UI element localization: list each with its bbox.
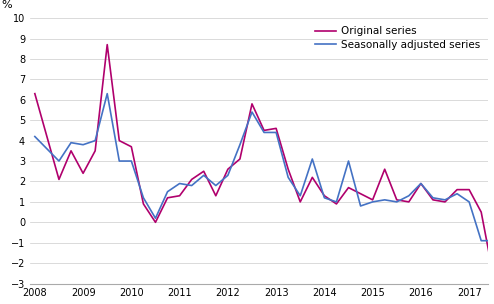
Original series <box>333 202 339 206</box>
Original series <box>44 135 50 138</box>
Original series <box>442 200 448 204</box>
Seasonally adjusted series <box>322 196 328 200</box>
Seasonally adjusted series <box>442 198 448 202</box>
Original series <box>104 43 110 47</box>
Seasonally adjusted series <box>68 141 74 144</box>
Original series <box>370 198 375 202</box>
Original series <box>32 92 38 95</box>
Original series <box>406 200 412 204</box>
Seasonally adjusted series <box>273 131 279 134</box>
Seasonally adjusted series <box>249 110 255 114</box>
Original series <box>165 196 170 200</box>
Y-axis label: %: % <box>2 0 12 10</box>
Original series <box>430 198 436 202</box>
Original series <box>189 178 195 181</box>
Original series <box>225 168 231 171</box>
Original series <box>140 202 146 206</box>
Seasonally adjusted series <box>285 175 291 179</box>
Seasonally adjusted series <box>92 139 98 143</box>
Original series <box>322 194 328 198</box>
Original series <box>309 175 315 179</box>
Original series <box>345 186 351 189</box>
Original series <box>92 149 98 153</box>
Original series <box>153 220 159 224</box>
Original series <box>382 168 388 171</box>
Original series <box>128 145 134 149</box>
Seasonally adjusted series <box>32 135 38 138</box>
Seasonally adjusted series <box>345 159 351 163</box>
Seasonally adjusted series <box>201 174 206 177</box>
Original series <box>454 188 460 192</box>
Seasonally adjusted series <box>309 157 315 161</box>
Line: Original series: Original series <box>35 45 494 275</box>
Original series <box>213 194 219 198</box>
Original series <box>201 169 206 173</box>
Original series <box>358 192 364 195</box>
Seasonally adjusted series <box>430 196 436 200</box>
Seasonally adjusted series <box>140 196 146 200</box>
Seasonally adjusted series <box>213 184 219 187</box>
Seasonally adjusted series <box>153 216 159 220</box>
Original series <box>285 168 291 171</box>
Seasonally adjusted series <box>297 194 303 198</box>
Seasonally adjusted series <box>177 182 183 185</box>
Seasonally adjusted series <box>104 92 110 95</box>
Original series <box>394 198 400 202</box>
Seasonally adjusted series <box>128 159 134 163</box>
Original series <box>249 102 255 106</box>
Seasonally adjusted series <box>370 200 375 204</box>
Original series <box>116 139 122 143</box>
Seasonally adjusted series <box>116 159 122 163</box>
Original series <box>237 157 243 161</box>
Seasonally adjusted series <box>394 200 400 204</box>
Original series <box>418 182 424 185</box>
Seasonally adjusted series <box>454 192 460 195</box>
Original series <box>177 194 183 198</box>
Seasonally adjusted series <box>237 143 243 147</box>
Original series <box>466 188 472 192</box>
Seasonally adjusted series <box>225 174 231 177</box>
Seasonally adjusted series <box>80 143 86 147</box>
Seasonally adjusted series <box>406 194 412 198</box>
Legend: Original series, Seasonally adjusted series: Original series, Seasonally adjusted ser… <box>312 23 483 53</box>
Original series <box>478 210 484 214</box>
Seasonally adjusted series <box>44 147 50 150</box>
Original series <box>297 200 303 204</box>
Original series <box>273 126 279 130</box>
Seasonally adjusted series <box>165 190 170 194</box>
Seasonally adjusted series <box>333 200 339 204</box>
Original series <box>68 149 74 153</box>
Original series <box>56 178 62 181</box>
Seasonally adjusted series <box>56 159 62 163</box>
Seasonally adjusted series <box>261 131 267 134</box>
Original series <box>261 129 267 132</box>
Seasonally adjusted series <box>466 200 472 204</box>
Seasonally adjusted series <box>418 182 424 185</box>
Line: Seasonally adjusted series: Seasonally adjusted series <box>35 94 494 245</box>
Original series <box>491 274 494 277</box>
Seasonally adjusted series <box>478 239 484 243</box>
Original series <box>80 171 86 175</box>
Seasonally adjusted series <box>358 204 364 208</box>
Seasonally adjusted series <box>189 184 195 187</box>
Seasonally adjusted series <box>491 239 494 243</box>
Seasonally adjusted series <box>382 198 388 202</box>
